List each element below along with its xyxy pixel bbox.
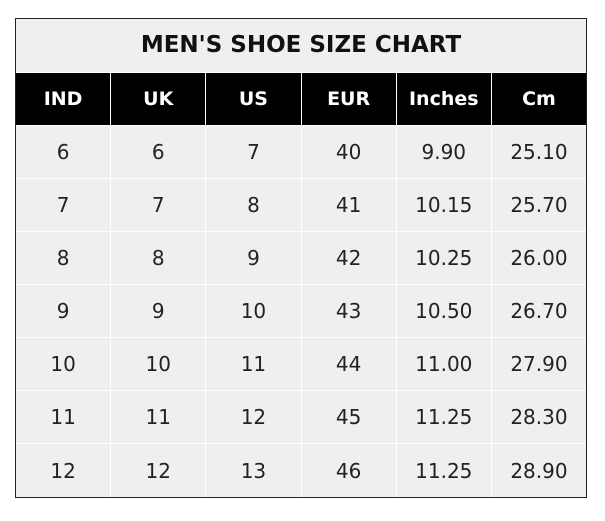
table-cell: 9 bbox=[111, 285, 207, 338]
table-cell: 26.00 bbox=[491, 232, 587, 285]
table-title: MEN'S SHOE SIZE CHART bbox=[16, 19, 586, 73]
table-row: 10 10 11 44 11.00 27.90 bbox=[16, 338, 587, 391]
table-row: 9 9 10 43 10.50 26.70 bbox=[16, 285, 587, 338]
table-cell: 25.70 bbox=[491, 179, 587, 232]
table-cell: 10 bbox=[111, 338, 207, 391]
table-cell: 10 bbox=[16, 338, 112, 391]
header-row: IND UK US EUR Inches Cm bbox=[16, 73, 587, 126]
table-cell: 6 bbox=[16, 126, 112, 179]
table-cell: 13 bbox=[206, 444, 302, 497]
table-cell: 44 bbox=[301, 338, 397, 391]
table-cell: 11 bbox=[111, 391, 207, 444]
column-header: UK bbox=[111, 73, 207, 126]
table-cell: 6 bbox=[111, 126, 207, 179]
table-cell: 9.90 bbox=[396, 126, 492, 179]
table-cell: 12 bbox=[111, 444, 207, 497]
table-cell: 8 bbox=[111, 232, 207, 285]
table-cell: 12 bbox=[16, 444, 112, 497]
table-cell: 8 bbox=[16, 232, 112, 285]
table-cell: 9 bbox=[206, 232, 302, 285]
column-header: US bbox=[206, 73, 302, 126]
table-cell: 42 bbox=[301, 232, 397, 285]
table-row: 6 6 7 40 9.90 25.10 bbox=[16, 126, 587, 179]
table-cell: 43 bbox=[301, 285, 397, 338]
table-cell: 11.25 bbox=[396, 391, 492, 444]
column-header: Inches bbox=[396, 73, 492, 126]
table-cell: 27.90 bbox=[491, 338, 587, 391]
table-cell: 10.25 bbox=[396, 232, 492, 285]
table-cell: 11.00 bbox=[396, 338, 492, 391]
table-cell: 11.25 bbox=[397, 444, 492, 497]
table-cell: 7 bbox=[16, 179, 112, 232]
table-row: 8 8 9 42 10.25 26.00 bbox=[16, 232, 587, 285]
table-cell: 28.90 bbox=[510, 458, 568, 483]
table-cell: 11 bbox=[16, 391, 112, 444]
table-cell: 10.50 bbox=[396, 285, 492, 338]
table-cell: 7 bbox=[206, 126, 302, 179]
table-row: 7 7 8 41 10.15 25.70 bbox=[16, 179, 587, 232]
table-cell: 7 bbox=[111, 179, 207, 232]
table-cell: 12 bbox=[206, 391, 302, 444]
table-body: 6 6 7 40 9.90 25.10 7 7 8 41 10.15 25.70 8 8 9 42 10.25 2… bbox=[16, 126, 587, 497]
table-cell: 9 bbox=[16, 285, 112, 338]
table-cell: 40 bbox=[301, 126, 397, 179]
column-header: Cm bbox=[491, 73, 587, 126]
table-cell: 10 bbox=[206, 285, 302, 338]
size-chart-table: MEN'S SHOE SIZE CHART IND UK US EUR Inches Cm… bbox=[15, 18, 587, 498]
table-cell: 26.70 bbox=[491, 285, 587, 338]
table-row: 11 11 12 45 11.25 28.30 bbox=[16, 391, 587, 444]
table-cell: 10.15 bbox=[396, 179, 492, 232]
table-cell: 25.10 bbox=[491, 126, 587, 179]
table-row: 12 12 13 46 11.25 28.90 bbox=[16, 444, 586, 497]
column-header: IND bbox=[16, 73, 112, 126]
table-cell: 11 bbox=[206, 338, 302, 391]
column-header: EUR bbox=[301, 73, 397, 126]
table-cell: 8 bbox=[206, 179, 302, 232]
table-cell: 41 bbox=[301, 179, 397, 232]
table-cell: 45 bbox=[301, 391, 397, 444]
table-cell: 28.30 bbox=[491, 391, 587, 444]
table-cell: 46 bbox=[302, 444, 397, 497]
